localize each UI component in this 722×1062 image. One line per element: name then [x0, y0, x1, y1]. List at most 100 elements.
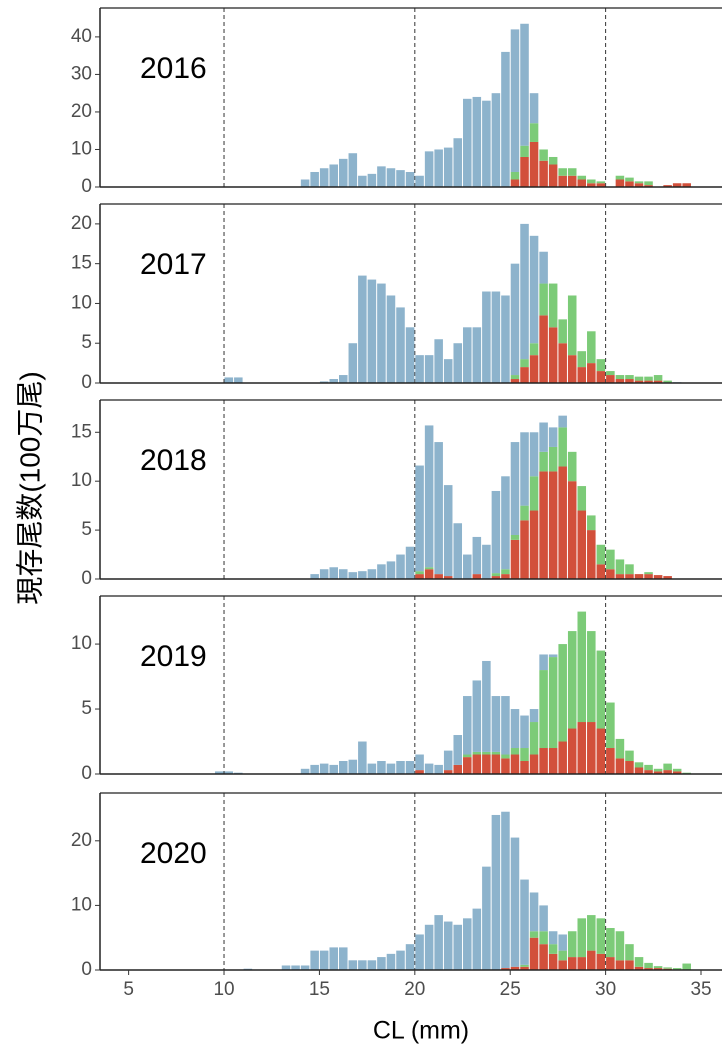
bar-segment: [634, 181, 644, 184]
bar-segment: [329, 379, 338, 383]
bar-segment: [463, 327, 472, 383]
bar-segment: [539, 471, 548, 579]
bar-segment: [577, 175, 587, 180]
bar-segment: [539, 422, 548, 452]
bar-segment: [634, 762, 644, 768]
bar-segment: [415, 574, 424, 579]
bar-segment: [463, 754, 472, 758]
bar-segment: [682, 963, 691, 970]
x-tick-label: 10: [213, 979, 234, 1000]
bar-segment: [644, 185, 653, 187]
bar-segment: [577, 918, 587, 958]
bar-segment: [644, 380, 653, 383]
bar-segment: [482, 754, 491, 774]
bar-segment: [577, 957, 587, 970]
bar-segment: [606, 702, 615, 749]
bar-segment: [501, 569, 510, 575]
bar-segment: [606, 748, 615, 774]
bar-segment: [300, 768, 310, 774]
bar-segment: [510, 539, 520, 579]
bar-segment: [443, 485, 453, 577]
bar-segment: [510, 534, 520, 540]
bar-segment: [520, 432, 529, 506]
bar-segment: [663, 967, 672, 969]
bar-segment: [510, 179, 520, 187]
bar-segment: [625, 944, 634, 961]
bar-segment: [377, 761, 386, 774]
y-tick-label: 5: [81, 698, 92, 719]
bar-segment: [424, 763, 434, 774]
bar-segment: [596, 183, 606, 187]
bar-segment: [567, 175, 577, 187]
y-tick-label: 20: [71, 213, 92, 234]
bar-segment: [653, 768, 663, 772]
bar-segment: [615, 179, 625, 187]
bar-segment: [567, 355, 577, 383]
x-tick-label: 35: [690, 979, 711, 1000]
bar-segment: [567, 931, 577, 958]
bar-segment: [548, 931, 558, 945]
bar-segment: [510, 709, 520, 749]
bar-segment: [653, 771, 663, 774]
bar-segment: [548, 427, 558, 447]
bar-segment: [596, 359, 606, 372]
bar-segment: [358, 741, 367, 774]
y-tick-label: 10: [71, 292, 92, 313]
bar-segment: [443, 770, 453, 774]
bar-segment: [539, 670, 548, 749]
bar-segment: [501, 476, 510, 570]
bar-segment: [672, 968, 682, 970]
bar-segment: [348, 960, 358, 970]
bar-segment: [634, 966, 644, 970]
bar-segment: [653, 575, 663, 579]
bar-segment: [415, 934, 424, 970]
bar-segment: [501, 811, 510, 969]
bar-segment: [319, 950, 329, 970]
bar-segment: [348, 572, 358, 579]
bar-segment: [606, 569, 615, 579]
bar-segment: [510, 442, 520, 535]
bar-segment: [644, 376, 653, 381]
bar-segment: [482, 100, 491, 187]
bar-segment: [644, 181, 653, 186]
y-tick-label: 0: [81, 372, 92, 393]
bar-segment: [415, 465, 424, 572]
bar-segment: [625, 960, 634, 970]
bar-segment: [453, 523, 463, 579]
bar-segment: [443, 147, 453, 187]
bar-segment: [443, 359, 453, 383]
bar-segment: [520, 761, 529, 774]
bar-segment: [587, 631, 596, 723]
bar-segment: [472, 536, 482, 575]
bar-segment: [577, 722, 587, 774]
x-tick-label: 15: [309, 979, 330, 1000]
bar-segment: [520, 748, 529, 762]
bar-segment: [558, 934, 567, 951]
bar-segment: [529, 754, 539, 774]
bar-segment: [319, 381, 329, 383]
bar-segment: [634, 767, 644, 774]
bar-segment: [453, 924, 463, 970]
bar-segment: [310, 764, 319, 774]
bar-segment: [472, 680, 482, 752]
bar-segment: [520, 879, 529, 965]
bar-segment: [291, 965, 300, 970]
bar-segment: [443, 921, 453, 970]
bar-segment: [367, 763, 377, 774]
bar-segment: [587, 722, 596, 774]
bar-segment: [558, 427, 567, 467]
bar-segment: [463, 696, 472, 755]
bar-segment: [472, 751, 482, 755]
bar-segment: [577, 179, 587, 187]
bar-segment: [377, 283, 386, 383]
bar-segment: [491, 490, 501, 574]
bar-segment: [453, 343, 463, 383]
bar-segment: [558, 168, 567, 176]
bar-segment: [348, 343, 358, 383]
bar-segment: [548, 953, 558, 970]
bar-segment: [338, 569, 348, 579]
bar-segment: [396, 307, 405, 383]
bar-segment: [405, 327, 415, 383]
x-tick-label: 25: [500, 979, 521, 1000]
